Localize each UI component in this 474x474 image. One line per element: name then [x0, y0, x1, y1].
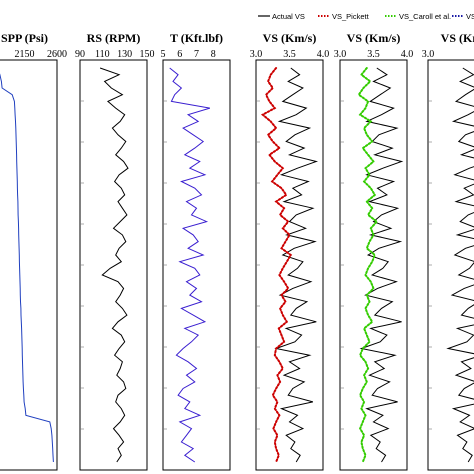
track-title: VS (Km/s) [347, 31, 401, 45]
legend-label: VS_Caroll et al. [399, 12, 451, 21]
track-title: T (Kft.lbf) [170, 31, 223, 45]
tick-label: 3.0 [334, 49, 347, 60]
series-group [0, 73, 54, 463]
legend-entry-3: VS_ [452, 12, 474, 21]
series-group [260, 67, 319, 463]
tick-label: 3.5 [283, 49, 296, 60]
track-1: RS (RPM)90 110 130 150 [75, 31, 155, 471]
tick-label: 5 [161, 49, 166, 60]
series-line-0 [99, 67, 129, 463]
track-title: VS (Km [441, 31, 474, 45]
tick-label: 4.0 [401, 49, 414, 60]
track-2: T (Kft.lbf) 5 6 7 8 [161, 31, 231, 471]
tick-label: 7 [194, 49, 199, 60]
series-line-0 [0, 73, 54, 463]
legend-label: VS_Pickett [332, 12, 370, 21]
legend-label: Actual VS [272, 12, 305, 21]
legend-entry-2: VS_Caroll et al. [385, 12, 451, 21]
series-line-0 [274, 67, 319, 463]
tick-label: 6 [177, 49, 182, 60]
legend: Actual VS VS_Pickett VS_Caroll et al. VS_ [258, 12, 474, 21]
track-4: VS (Km/s)3.0 3.5 4.0 [334, 31, 414, 471]
track-frame [427, 59, 474, 471]
track-frame [255, 59, 324, 471]
track-frame [79, 59, 148, 471]
series-line-1 [260, 67, 293, 463]
legend-entry-1: VS_Pickett [318, 12, 370, 21]
series-group [446, 67, 474, 463]
tick-label: 110 [95, 49, 110, 60]
track-5: VS (Km 3.0 [422, 31, 474, 471]
track-title: RS (RPM) [87, 31, 141, 45]
tick-label: 90 [75, 49, 85, 60]
tick-label: 2150 [15, 49, 35, 60]
track-3: VS (Km/s)3.0 3.5 4.0 [250, 31, 330, 471]
series-line-0 [446, 67, 474, 463]
track-frame [162, 59, 231, 471]
legend-entry-0: Actual VS [258, 12, 305, 21]
track-title: SPP (Psi) [1, 31, 48, 45]
tracks: SPP (Psi) 2150 2600 RS (RPM)90 110 130 150 T (K… [0, 31, 474, 471]
series-line-0 [359, 67, 404, 463]
series-line-1 [357, 67, 379, 463]
series-line-0 [169, 67, 211, 463]
tick-label: 150 [140, 49, 155, 60]
tick-label: 3.0 [250, 49, 263, 60]
tick-label: 130 [117, 49, 132, 60]
track-title: VS (Km/s) [263, 31, 317, 45]
tick-label: 8 [211, 49, 216, 60]
series-group [99, 67, 129, 463]
track-frame [0, 59, 58, 471]
tick-label: 3.0 [422, 49, 435, 60]
tick-label: 3.5 [367, 49, 380, 60]
track-frame [339, 59, 408, 471]
track-0: SPP (Psi) 2150 2600 [0, 31, 67, 471]
series-group [357, 67, 404, 463]
legend-label: VS_ [466, 12, 474, 21]
tick-label: 2600 [47, 49, 67, 60]
tick-label: 4.0 [317, 49, 330, 60]
series-group [169, 67, 211, 463]
